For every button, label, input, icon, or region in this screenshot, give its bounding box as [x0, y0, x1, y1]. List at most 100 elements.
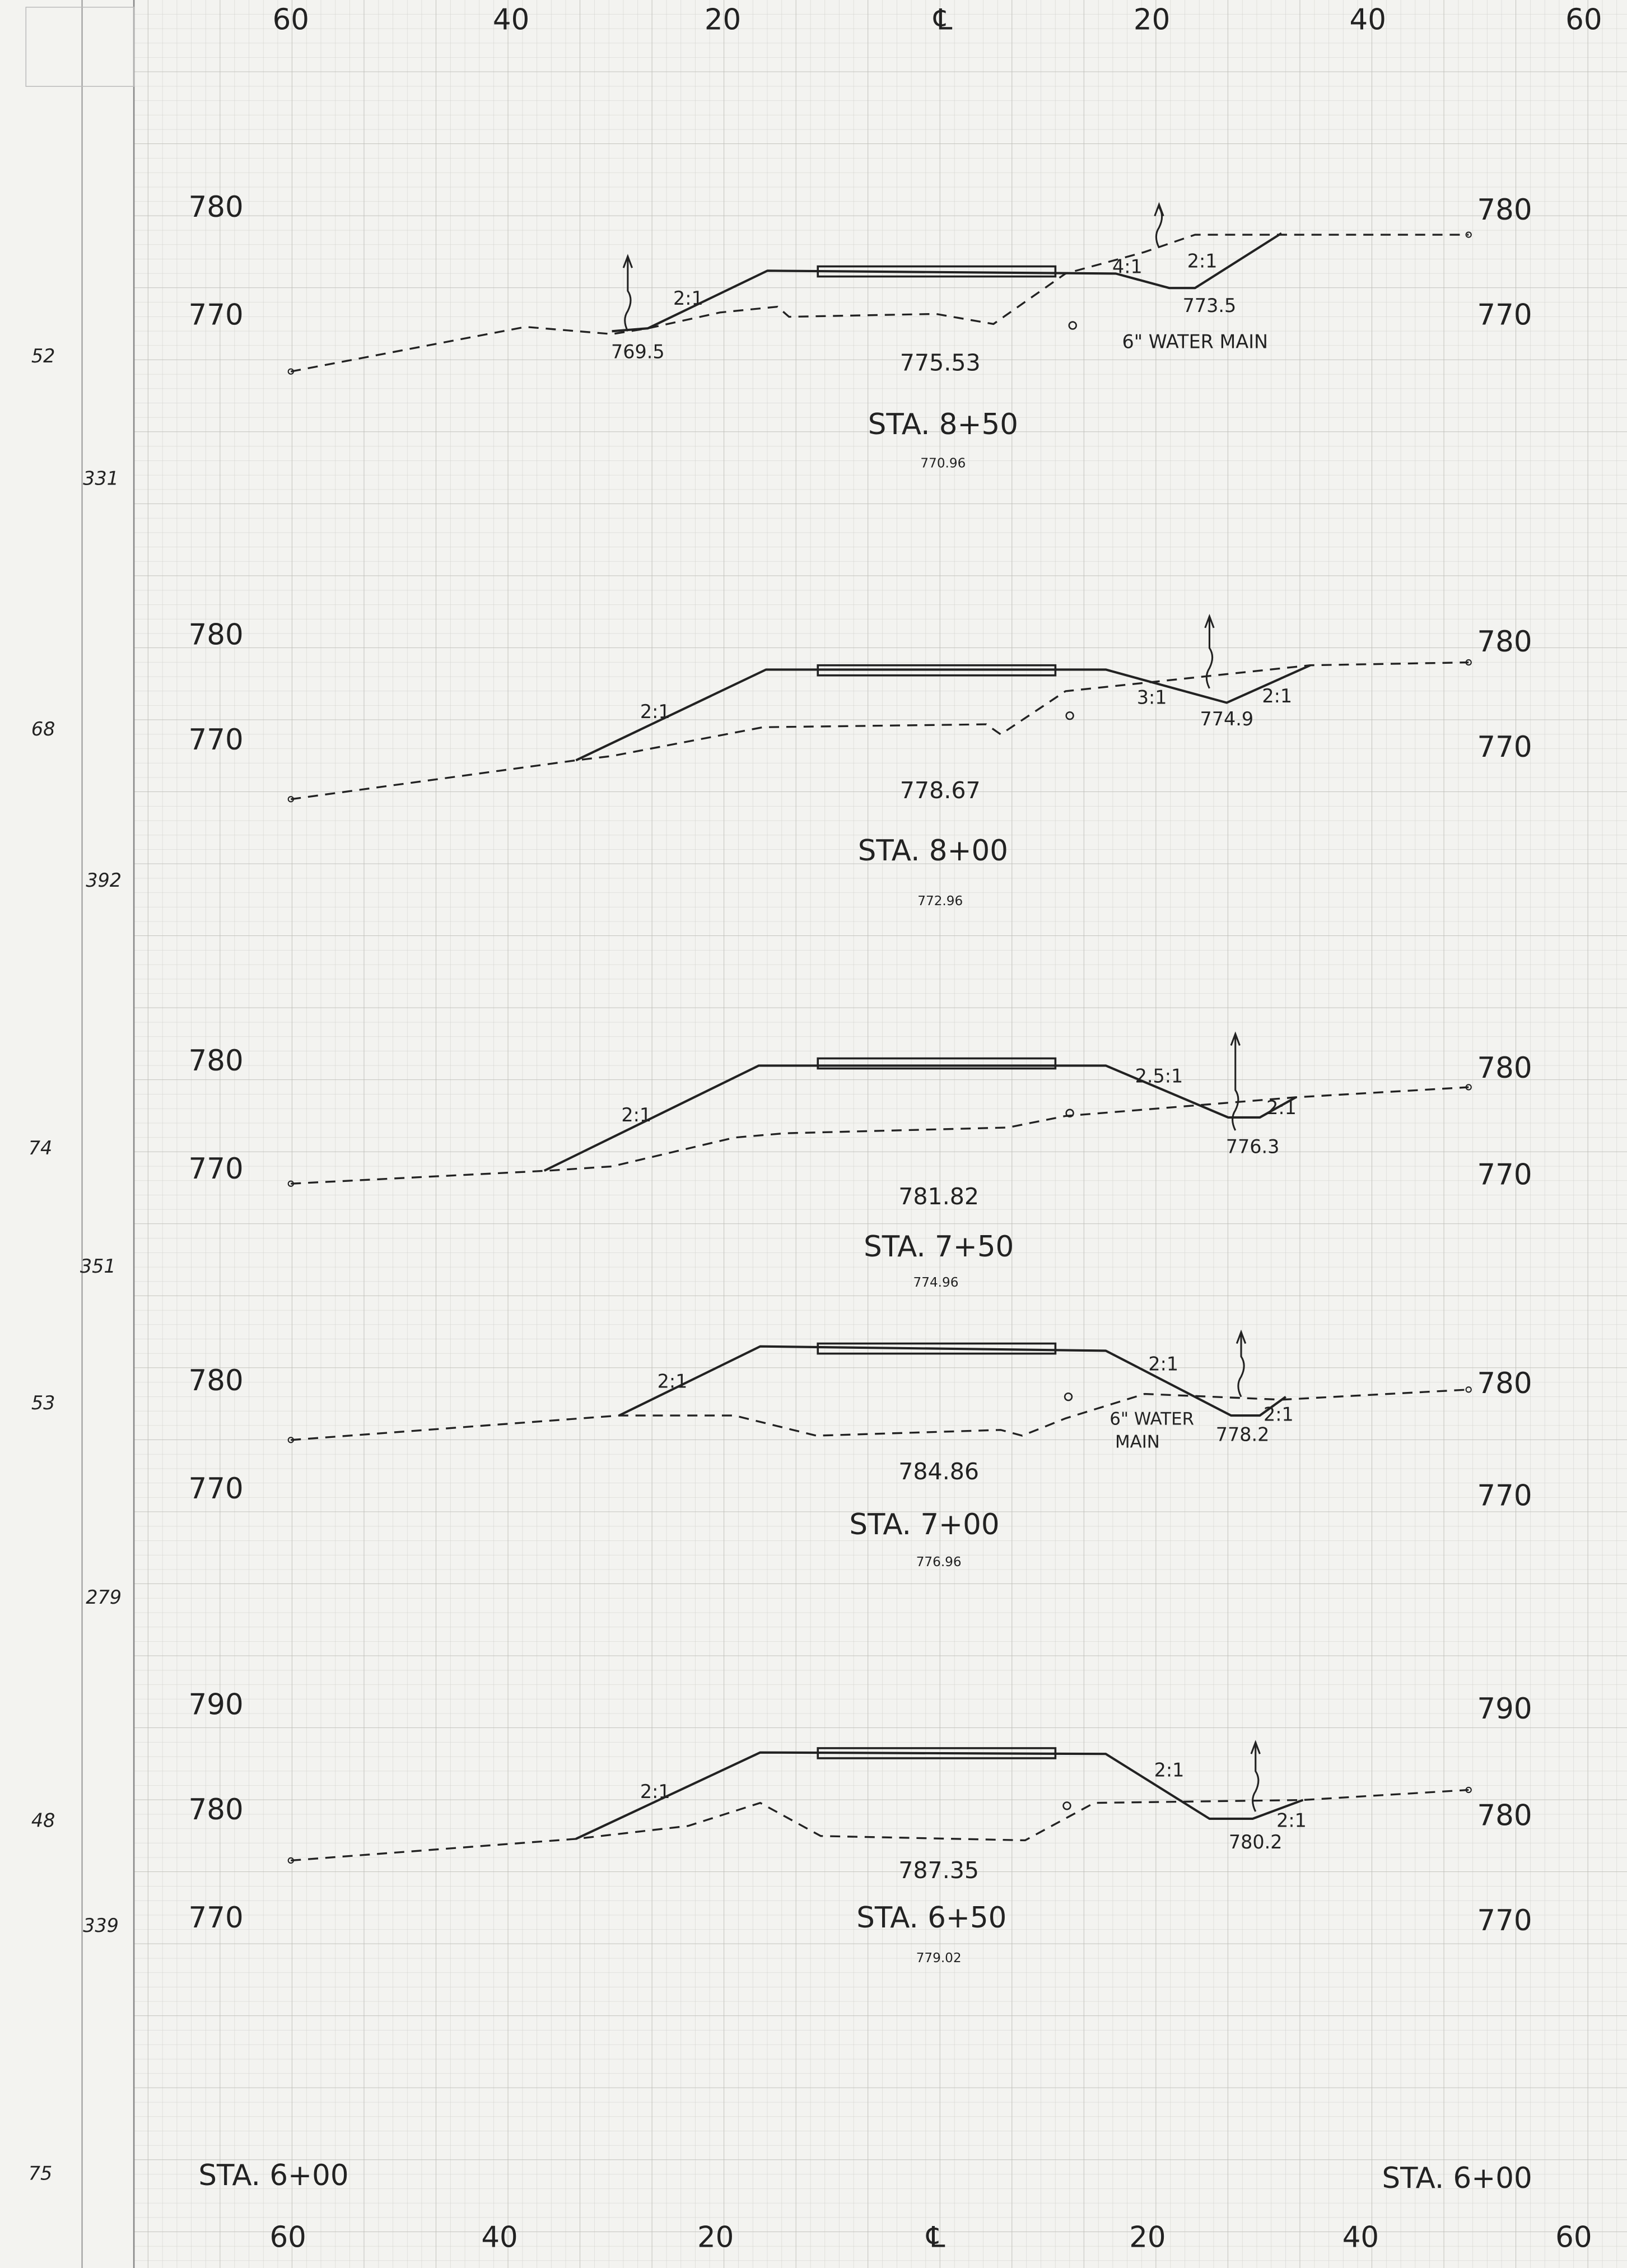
section-label: STA. 7+50: [864, 1230, 1014, 1264]
axis-label: 40: [1350, 3, 1386, 37]
pavement: [817, 1747, 1057, 1759]
section-label: 790: [1477, 1692, 1532, 1726]
pipe: [1065, 1109, 1074, 1117]
section-label: 778.67: [900, 777, 981, 804]
section-label: 6" WATER: [1109, 1409, 1194, 1429]
end-point: [1465, 659, 1472, 666]
section-label: 2.5:1: [1135, 1065, 1183, 1087]
pipe: [1068, 321, 1077, 330]
pavement: [817, 664, 1057, 677]
section-label: 780: [189, 618, 244, 651]
axis-label: 20: [705, 3, 741, 37]
section-label: 780: [1477, 1799, 1532, 1832]
end-point: [1465, 1786, 1472, 1794]
drain-arrow: [1232, 1033, 1239, 1131]
arrow-head: [1236, 1329, 1247, 1344]
drain-arrow: [1252, 1742, 1260, 1812]
section-label: 770: [1477, 1158, 1532, 1191]
section-label: 2:1: [673, 287, 703, 309]
proposed-grade: [575, 1751, 1304, 1840]
section-label: 770: [1477, 730, 1532, 764]
section-label: STA. 8+00: [858, 834, 1008, 868]
section-label: 2:1: [1187, 250, 1218, 272]
existing-ground: [291, 1086, 1469, 1185]
station-label: STA. 6+00: [198, 2159, 348, 2192]
section-label: 770: [189, 1901, 244, 1935]
margin-number: 339: [83, 1915, 119, 1936]
end-point: [287, 368, 294, 375]
proposed-grade: [618, 1345, 1286, 1417]
axis-label: 40: [493, 3, 529, 37]
section-label: 781.82: [898, 1183, 979, 1210]
margin-number: 68: [31, 718, 55, 740]
existing-ground: [291, 1389, 1469, 1441]
pipe: [1064, 1392, 1073, 1401]
section-label: 774.96: [913, 1275, 959, 1290]
margin-number: 351: [80, 1255, 116, 1277]
section-label: 780: [189, 1793, 244, 1827]
section-label: STA. 7+00: [849, 1508, 999, 1542]
end-point: [1465, 1084, 1472, 1091]
axis-label: 20: [1129, 2221, 1166, 2255]
margin-number: 75: [29, 2162, 53, 2184]
axis-label: 60: [269, 2221, 306, 2255]
title-box: [25, 7, 134, 87]
pavement: [817, 1057, 1057, 1070]
section-label: 778.2: [1216, 1424, 1270, 1446]
end-point: [287, 1857, 294, 1864]
end-point: [287, 1437, 294, 1443]
axis-label: 60: [1565, 3, 1602, 37]
section-label: 780: [189, 1364, 244, 1398]
section-label: 770: [189, 1152, 244, 1186]
pipe: [1065, 711, 1074, 720]
drain-arrow: [1205, 616, 1214, 689]
section-label: 2:1: [1276, 1810, 1307, 1832]
existing-ground: [291, 661, 1469, 800]
axis-label: 40: [481, 2221, 518, 2255]
section-label: 770: [189, 1472, 244, 1506]
section-label: 776.96: [916, 1555, 962, 1570]
section-label: 775.53: [900, 349, 981, 376]
section-label: 773.5: [1183, 295, 1237, 316]
pavement: [817, 265, 1057, 278]
section-label: 780: [189, 190, 244, 224]
section-label: 770: [1477, 1904, 1532, 1938]
axis-label: ℄: [926, 2221, 945, 2255]
arrow-head: [1154, 202, 1164, 217]
section-label: 2:1: [640, 1781, 670, 1803]
section-label: STA. 6+50: [856, 1901, 1006, 1935]
section-label: STA. 8+50: [868, 408, 1018, 441]
axis-label: 20: [1134, 3, 1170, 37]
drain-arrow: [1237, 1331, 1245, 1398]
section-label: 770: [189, 299, 244, 332]
margin-number: 279: [86, 1586, 122, 1608]
margin-number: 331: [83, 468, 119, 490]
end-point: [1465, 1386, 1472, 1393]
section-label: 787.35: [898, 1857, 979, 1884]
section-label: 6" WATER MAIN: [1122, 330, 1268, 352]
section-label: 2:1: [1264, 1404, 1294, 1426]
graph-paper: [134, 0, 1627, 2268]
arrow-head: [622, 254, 633, 268]
section-label: 780: [1477, 1051, 1532, 1085]
end-point: [287, 796, 294, 803]
section-label: 780: [1477, 625, 1532, 659]
section-label: 772.96: [917, 894, 963, 909]
section-label: 774.9: [1200, 708, 1253, 730]
axis-label: 60: [273, 3, 309, 37]
margin-number: 392: [86, 869, 122, 891]
section-label: 2:1: [1262, 685, 1292, 707]
section-label: 784.86: [898, 1458, 979, 1485]
margin-number: 52: [31, 345, 55, 367]
pavement: [817, 1342, 1057, 1355]
proposed-grade: [575, 664, 1311, 762]
axis-label: 40: [1342, 2221, 1379, 2255]
arrow-head: [1204, 613, 1215, 628]
section-label: 780.2: [1229, 1831, 1283, 1853]
section-label: 3:1: [1137, 686, 1167, 708]
existing-ground: [290, 234, 1469, 372]
station-label: STA. 6+00: [1382, 2162, 1532, 2195]
section-label: 790: [189, 1688, 244, 1721]
margin-number: 74: [29, 1137, 53, 1159]
